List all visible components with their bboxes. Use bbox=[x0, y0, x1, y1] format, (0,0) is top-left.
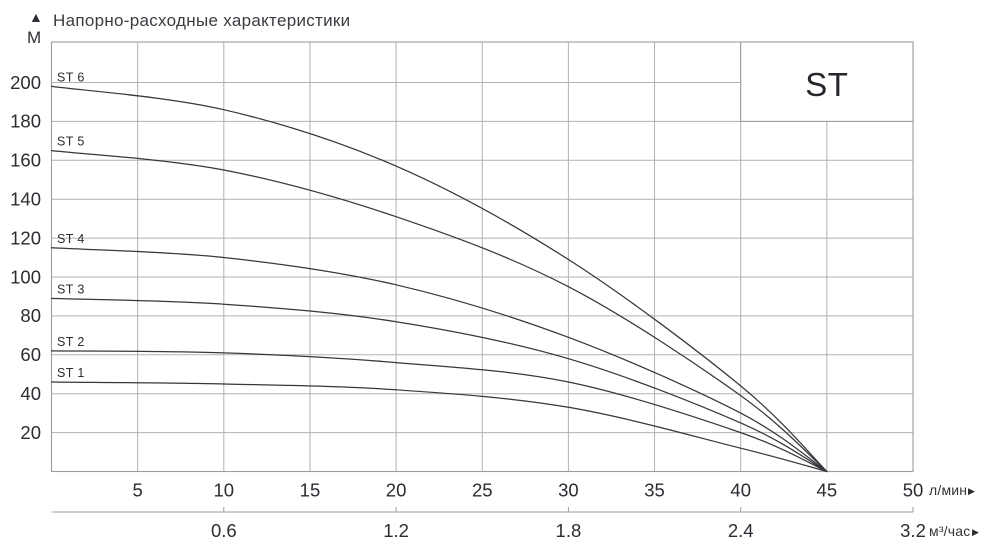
x2-axis-unit-label: м³/час bbox=[929, 523, 970, 539]
y-tick-label-20: 20 bbox=[20, 422, 41, 443]
x-axis-unit-label: л/мин bbox=[929, 482, 967, 498]
x-tick-label-50: 50 bbox=[903, 480, 924, 501]
plot-frame bbox=[50, 41, 914, 513]
y-tick-label-180: 180 bbox=[10, 111, 41, 132]
curve-label-st5: ST 5 bbox=[57, 135, 85, 149]
x-tick-label-25: 25 bbox=[472, 480, 493, 501]
chart-title: Напорно-расходные характеристики bbox=[53, 11, 351, 30]
y-tick-label-40: 40 bbox=[20, 383, 41, 404]
y-axis-arrow-icon: ▲ bbox=[29, 9, 43, 25]
curve-st3 bbox=[50, 297, 828, 473]
curve-st5 bbox=[50, 149, 828, 473]
x-tick-label-15: 15 bbox=[300, 480, 321, 501]
legend-box bbox=[740, 41, 914, 122]
x-tick-label-35: 35 bbox=[644, 480, 665, 501]
x-tick-label-40: 40 bbox=[730, 480, 751, 501]
curve-label-st1: ST 1 bbox=[57, 366, 85, 380]
curve-label-st3: ST 3 bbox=[57, 282, 85, 296]
x-tick-label-45: 45 bbox=[817, 480, 838, 501]
curve-st6 bbox=[50, 85, 828, 473]
y-tick-label-120: 120 bbox=[10, 227, 41, 248]
y-tick-label-100: 100 bbox=[10, 266, 41, 287]
x-tick-label-10: 10 bbox=[214, 480, 235, 501]
x2-tick-label-1.2: 1.2 bbox=[383, 520, 409, 541]
x2-tick-label-3.2: 3.2 bbox=[900, 520, 926, 541]
plot-border bbox=[50, 41, 914, 473]
x2-tick-label-2.4: 2.4 bbox=[728, 520, 754, 541]
y-tick-label-160: 160 bbox=[10, 150, 41, 171]
x-tick-label-30: 30 bbox=[558, 480, 579, 501]
y-tick-label-140: 140 bbox=[10, 189, 41, 210]
x-tick-label-20: 20 bbox=[386, 480, 407, 501]
x-axis-arrow-icon: ▶ bbox=[968, 486, 975, 496]
x2-tick-label-1.8: 1.8 bbox=[556, 520, 582, 541]
x2-axis-arrow-icon: ▶ bbox=[972, 527, 979, 537]
curve-label-st4: ST 4 bbox=[57, 232, 85, 246]
x-tick-label-5: 5 bbox=[133, 480, 143, 501]
curve-label-st6: ST 6 bbox=[57, 70, 85, 84]
y-tick-label-200: 200 bbox=[10, 72, 41, 93]
y-tick-label-60: 60 bbox=[20, 344, 41, 365]
y-axis-unit-label: М bbox=[27, 28, 42, 47]
x2-tick-label-0.6: 0.6 bbox=[211, 520, 237, 541]
curve-st1 bbox=[50, 381, 828, 473]
y-tick-label-80: 80 bbox=[20, 305, 41, 326]
curve-st2 bbox=[50, 350, 828, 473]
pump-curves bbox=[50, 85, 828, 473]
legend-label: ST bbox=[805, 66, 848, 103]
curve-st4 bbox=[50, 247, 828, 473]
curve-label-st2: ST 2 bbox=[57, 335, 85, 349]
